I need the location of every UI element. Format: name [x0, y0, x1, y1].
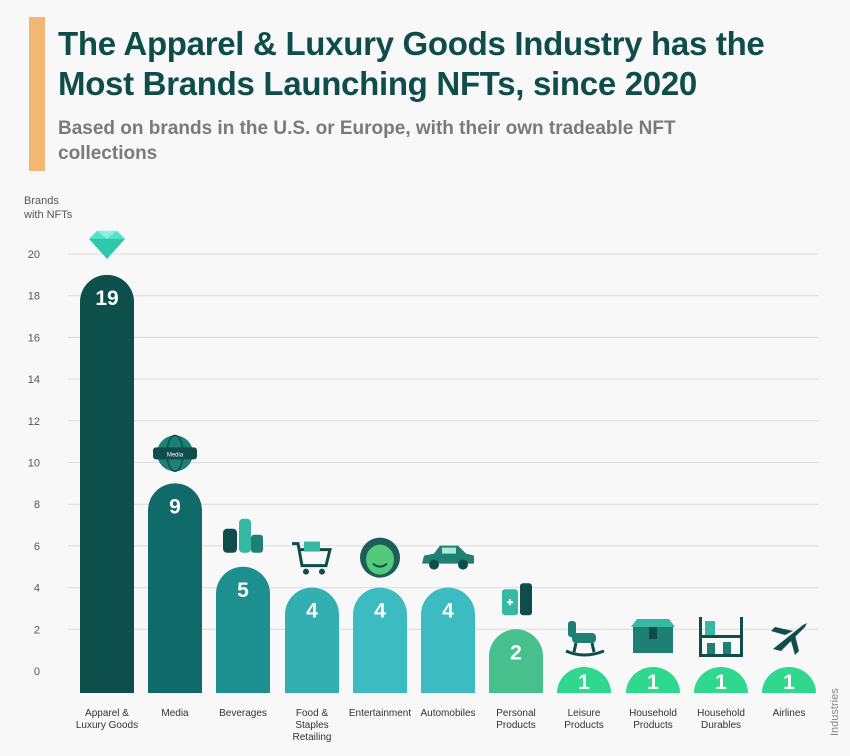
category-label: Automobiles: [420, 708, 475, 719]
lotion-icon: [502, 583, 532, 616]
y-tick-label: 2: [34, 624, 40, 636]
category-label: Apparel & Luxury Goods: [76, 708, 138, 731]
bottles-icon: [223, 518, 263, 553]
bar-value-label: 1: [783, 671, 795, 694]
category-label: Personal Products: [496, 708, 535, 731]
bar: [762, 667, 816, 693]
bar: [626, 667, 680, 693]
mask-icon: [360, 537, 400, 578]
category-label: Household Products: [629, 708, 677, 731]
bar-value-label: 19: [95, 287, 118, 310]
y-tick-label: 4: [34, 583, 40, 595]
y-tick-label: 18: [28, 291, 40, 303]
y-tick-label: 20: [28, 249, 40, 261]
y-tick-label: 0: [34, 666, 40, 678]
bar-value-label: 4: [442, 600, 454, 623]
bar-value-label: 2: [510, 641, 522, 664]
car-icon: [422, 545, 474, 570]
media-globe-icon: Media: [153, 434, 197, 473]
media-icon-text: Media: [167, 452, 184, 458]
chart-subtitle: Based on brands in the U.S. or Europe, w…: [58, 118, 676, 164]
bar: [557, 667, 611, 693]
y-tick-label: 14: [28, 374, 40, 386]
rocking-horse-icon: [565, 621, 605, 657]
bar-value-label: 4: [374, 600, 386, 623]
x-axis-label: Industries: [829, 688, 841, 736]
bar: [694, 667, 748, 693]
bar: [80, 274, 134, 693]
bar-value-label: 5: [237, 579, 249, 602]
accent-bar: [29, 17, 45, 171]
bar-value-label: 9: [169, 495, 181, 518]
category-label: Beverages: [219, 708, 267, 719]
category-label: Food & Staples Retailing: [293, 708, 332, 743]
bar-value-label: 1: [647, 671, 659, 694]
y-axis-label: Brands with NFTs: [23, 195, 73, 221]
bar-value-label: 1: [715, 671, 727, 694]
airplane-icon: [771, 623, 807, 655]
bar: [148, 483, 202, 693]
bar: [421, 587, 475, 693]
bar: [353, 587, 407, 693]
bar: [489, 629, 543, 693]
diamond-icon: [89, 230, 125, 259]
bar: [285, 587, 339, 693]
y-tick-label: 12: [28, 416, 40, 428]
shopping-cart-icon: [292, 541, 332, 575]
y-tick-label: 8: [34, 499, 40, 511]
bar-value-label: 4: [306, 600, 318, 623]
y-tick-label: 16: [28, 332, 40, 344]
shelf-icon: [699, 617, 743, 657]
category-label: Household Durables: [697, 708, 745, 731]
category-label: Leisure Products: [564, 708, 603, 731]
category-label: Media: [161, 708, 189, 719]
y-tick-label: 6: [34, 541, 40, 553]
chart-title: The Apparel & Luxury Goods Industry has …: [58, 25, 765, 102]
bar: [216, 566, 270, 693]
category-label: Airlines: [773, 708, 806, 719]
box-icon: [631, 619, 675, 653]
y-tick-label: 10: [28, 458, 40, 470]
category-label: Entertainment: [349, 708, 411, 719]
bar-value-label: 1: [578, 671, 590, 694]
